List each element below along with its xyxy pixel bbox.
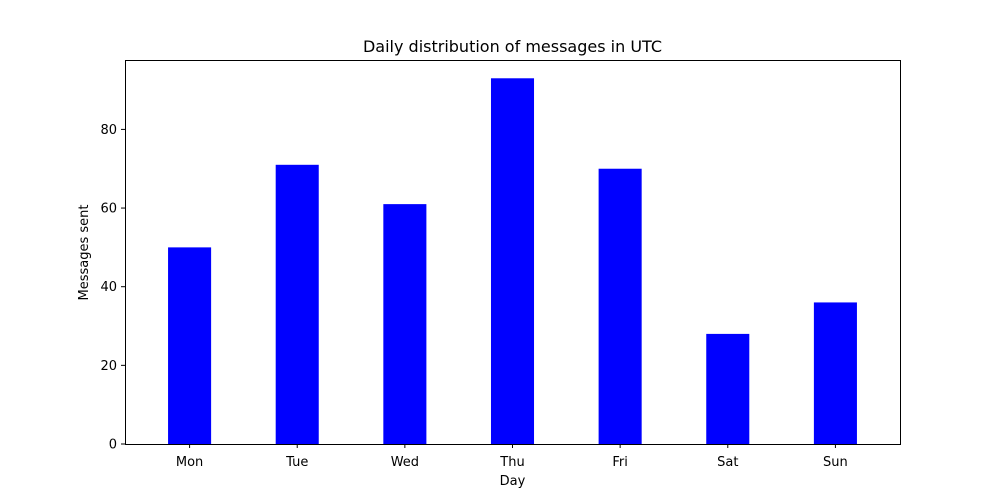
- bar-tue: [275, 164, 319, 444]
- y-tick-label: 80: [100, 123, 117, 138]
- x-tick-label: Mon: [176, 455, 203, 470]
- x-tick-label: Sat: [717, 455, 738, 470]
- x-tick-label: Tue: [285, 455, 308, 470]
- y-tick-label: 20: [100, 359, 117, 374]
- y-tick-label: 0: [109, 438, 117, 453]
- x-tick-label: Thu: [499, 455, 524, 470]
- y-axis-ticks: 0 20 40 60 80: [100, 123, 125, 453]
- chart-title: Daily distribution of messages in UTC: [363, 37, 662, 56]
- bar-fri: [598, 168, 642, 444]
- x-tick-label: Wed: [391, 455, 419, 470]
- y-axis-label: Messages sent: [77, 205, 92, 301]
- bar-thu: [490, 78, 535, 445]
- bar-sat: [706, 333, 750, 444]
- x-axis-label: Day: [500, 474, 526, 489]
- y-tick-label: 40: [100, 280, 117, 295]
- bar-wed: [383, 204, 427, 444]
- bar-sun: [813, 302, 857, 444]
- x-tick-label: Fri: [612, 455, 628, 470]
- bars-group: [168, 78, 857, 445]
- bar-mon: [168, 247, 212, 444]
- x-axis-ticks: Mon Tue Wed Thu Fri Sat Sun: [176, 444, 848, 470]
- plot-frame: [125, 60, 901, 445]
- y-tick-label: 60: [100, 202, 117, 217]
- x-tick-label: Sun: [823, 455, 848, 470]
